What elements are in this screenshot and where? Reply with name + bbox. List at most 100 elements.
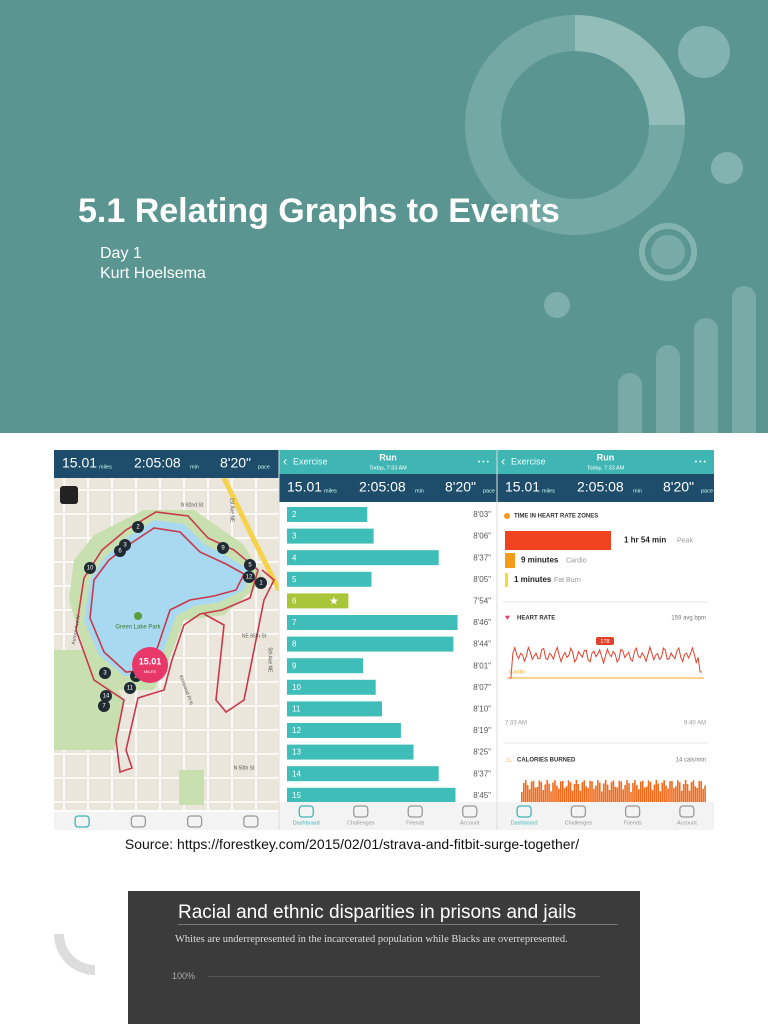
split-km: 6 (292, 597, 297, 606)
calorie-bar (620, 781, 623, 802)
nav-icon[interactable] (570, 805, 587, 818)
nav-label[interactable]: Challenges (565, 820, 593, 826)
unit: pace (258, 464, 270, 470)
nav-icon[interactable] (462, 805, 478, 818)
map-pin[interactable] (255, 577, 267, 589)
map-pin[interactable] (217, 542, 229, 554)
map-pin[interactable] (84, 562, 96, 574)
calorie-bar (630, 791, 632, 802)
split-bar (287, 744, 414, 760)
calorie-bar (538, 780, 541, 802)
nav-icon[interactable] (243, 815, 259, 828)
nav-label[interactable]: Dashboard (511, 820, 538, 826)
screen-title: Run (597, 452, 615, 462)
nav-label[interactable]: Account (677, 820, 697, 826)
calorie-bar (622, 789, 624, 802)
split-bar (287, 636, 454, 652)
circle (544, 292, 570, 318)
zone-bar (505, 553, 515, 568)
calorie-bar (546, 780, 548, 802)
duration: 2:05:08 (359, 479, 406, 495)
map-pin[interactable] (124, 682, 136, 694)
split-pace: 8'06" (473, 532, 491, 541)
nav-icon[interactable] (298, 805, 314, 818)
circle (651, 235, 685, 269)
nav-label[interactable]: Challenges (347, 820, 375, 826)
decoration (465, 15, 756, 433)
map-pin[interactable] (100, 690, 112, 702)
calorie-bar (698, 780, 701, 802)
calorie-bar (645, 786, 648, 802)
tick-label: 100% (172, 971, 196, 981)
calorie-bar (678, 782, 681, 802)
unit: min (633, 488, 642, 494)
nav-icon[interactable] (74, 815, 90, 828)
split-km: 4 (292, 553, 297, 562)
calorie-bar (661, 782, 663, 802)
calorie-bar (626, 780, 628, 802)
split-bar (287, 766, 439, 782)
nav-label[interactable]: Friends (406, 820, 425, 826)
map-pin[interactable] (132, 521, 144, 533)
calorie-bar (522, 783, 525, 802)
route (203, 569, 275, 714)
map-pin[interactable] (243, 571, 255, 583)
calorie-bar (636, 785, 638, 802)
nav-label[interactable]: Friends (623, 820, 642, 826)
nav-icon[interactable] (186, 815, 203, 828)
deco-bar (618, 373, 642, 433)
unit: miles (99, 464, 112, 470)
map-pin[interactable] (98, 700, 110, 712)
split-pace: 7'54" (473, 597, 491, 606)
split-bar (287, 615, 458, 630)
calorie-bar (528, 789, 531, 802)
nav-label[interactable]: Account (460, 820, 480, 826)
deco-bar (656, 345, 680, 433)
pace: 8'20" (663, 479, 694, 495)
map-pin[interactable] (99, 667, 111, 679)
nav-icon[interactable] (353, 805, 369, 818)
embedded-subtitle: Whites are underrepresented in the incar… (175, 934, 568, 945)
map-pin[interactable] (114, 545, 126, 557)
calorie-bar (604, 780, 607, 802)
map-pin[interactable] (244, 559, 256, 571)
calorie-bar (575, 780, 578, 802)
nav-icon[interactable] (407, 805, 423, 818)
split-pace: 8'45" (473, 791, 491, 800)
grid-line (208, 976, 600, 977)
calorie-bar (589, 780, 591, 802)
calorie-bar (571, 790, 574, 802)
calorie-bar (585, 786, 587, 802)
split-bar (287, 723, 401, 738)
calorie-bar (565, 786, 568, 802)
nav-icon[interactable] (130, 815, 147, 828)
split-km: 7 (292, 618, 297, 627)
unit: pace (701, 488, 713, 494)
source-caption: Source: https://forestkey.com/2015/02/01… (124, 836, 580, 852)
unit: min (190, 464, 199, 470)
calorie-bar (663, 780, 665, 802)
calorie-bar (696, 787, 699, 802)
calorie-bar (550, 791, 552, 802)
back-button[interactable]: Exercise (511, 456, 546, 466)
calorie-bar (606, 784, 609, 802)
split-pace: 8'05" (473, 575, 491, 584)
street-label: 5th Ave NE (267, 648, 273, 674)
nav-icon[interactable] (624, 805, 641, 818)
nav-bar (497, 802, 714, 830)
nav-icon[interactable] (679, 805, 695, 818)
nav-icon[interactable] (516, 805, 532, 818)
split-km: 14 (292, 769, 301, 778)
pace: 8'20" (445, 479, 476, 495)
pin-label: 3 (123, 543, 127, 549)
expand-button[interactable] (60, 486, 78, 504)
back-button[interactable]: Exercise (293, 456, 328, 466)
split-bar (287, 593, 349, 609)
calorie-bar (700, 781, 702, 802)
calorie-bar (593, 788, 595, 802)
zone-time: 9 minutes (521, 556, 559, 565)
calorie-bar (573, 783, 576, 802)
nav-label[interactable]: Dashboard (293, 820, 320, 826)
calorie-bar (704, 785, 706, 802)
